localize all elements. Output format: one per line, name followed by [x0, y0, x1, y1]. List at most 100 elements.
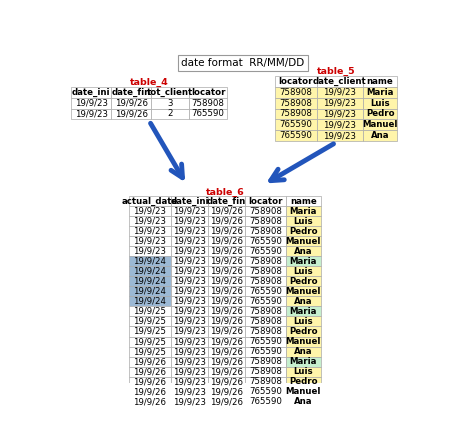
Bar [129, 237, 171, 246]
Bar [285, 256, 321, 267]
Text: 758908: 758908 [249, 357, 282, 366]
Bar [71, 98, 111, 109]
Bar [245, 337, 285, 347]
Text: 19/9/23: 19/9/23 [173, 307, 206, 316]
Bar [285, 356, 321, 366]
Bar [245, 226, 285, 237]
Text: 19/9/24: 19/9/24 [133, 257, 166, 266]
Text: 19/9/23: 19/9/23 [173, 227, 206, 236]
Bar [317, 87, 363, 98]
Text: Manuel: Manuel [286, 287, 321, 296]
Text: date_ini: date_ini [170, 197, 209, 206]
Bar [275, 109, 317, 120]
Text: 19/9/23: 19/9/23 [133, 237, 166, 246]
Bar [245, 276, 285, 286]
Bar [171, 206, 208, 216]
Bar [71, 87, 111, 98]
Text: 19/9/23: 19/9/23 [173, 247, 206, 256]
Bar [129, 206, 171, 216]
Text: 19/9/23: 19/9/23 [173, 217, 206, 226]
Text: 758908: 758908 [279, 88, 312, 97]
Text: 19/9/26: 19/9/26 [210, 297, 243, 306]
Bar [152, 87, 189, 98]
Bar [129, 286, 171, 296]
Bar [275, 98, 317, 109]
Bar [129, 347, 171, 356]
Text: 19/9/26: 19/9/26 [210, 367, 243, 376]
Bar [317, 76, 363, 87]
Text: 765590: 765590 [249, 337, 282, 346]
Text: 19/9/23: 19/9/23 [323, 131, 356, 140]
Text: 19/9/24: 19/9/24 [133, 287, 166, 296]
Text: 19/9/23: 19/9/23 [173, 257, 206, 266]
Bar [208, 206, 245, 216]
Text: 765590: 765590 [249, 347, 282, 356]
Text: actual_date: actual_date [122, 197, 178, 206]
Bar [317, 120, 363, 130]
Text: 19/9/23: 19/9/23 [74, 110, 108, 119]
Bar [152, 109, 189, 120]
Bar [171, 246, 208, 256]
Bar [171, 316, 208, 326]
Bar [129, 366, 171, 377]
Bar [285, 296, 321, 307]
Bar [208, 246, 245, 256]
Bar [129, 246, 171, 256]
Text: 19/9/24: 19/9/24 [133, 277, 166, 286]
Text: 19/9/23: 19/9/23 [133, 207, 166, 216]
Bar [129, 267, 171, 276]
Bar [285, 197, 321, 206]
Bar [171, 387, 208, 396]
Text: 19/9/26: 19/9/26 [210, 387, 243, 396]
Bar [111, 98, 152, 109]
Text: locator: locator [248, 197, 283, 206]
Text: Luis: Luis [293, 267, 313, 276]
Text: 19/9/26: 19/9/26 [133, 367, 166, 376]
Text: 19/9/23: 19/9/23 [173, 297, 206, 306]
Text: 19/9/26: 19/9/26 [210, 227, 243, 236]
Bar [285, 307, 321, 316]
Text: Pedro: Pedro [289, 277, 318, 286]
Text: 19/9/26: 19/9/26 [115, 99, 148, 108]
Text: 758908: 758908 [249, 317, 282, 326]
Text: 19/9/23: 19/9/23 [173, 267, 206, 276]
Bar [129, 377, 171, 387]
Bar [129, 356, 171, 366]
Text: 19/9/23: 19/9/23 [173, 387, 206, 396]
Bar [285, 237, 321, 246]
Bar [208, 276, 245, 286]
Text: Manuel: Manuel [286, 337, 321, 346]
Bar [208, 216, 245, 226]
Text: tot_client: tot_client [147, 88, 193, 97]
Text: 2: 2 [167, 110, 173, 119]
Text: Luis: Luis [370, 99, 390, 108]
Text: 19/9/23: 19/9/23 [323, 110, 356, 119]
Text: Maria: Maria [290, 207, 317, 216]
Bar [208, 337, 245, 347]
Bar [208, 267, 245, 276]
Text: 765590: 765590 [279, 120, 312, 129]
Text: 19/9/24: 19/9/24 [133, 267, 166, 276]
Bar [245, 326, 285, 337]
Bar [285, 347, 321, 356]
Bar [285, 337, 321, 347]
Text: 758908: 758908 [249, 377, 282, 386]
Text: 758908: 758908 [249, 227, 282, 236]
Bar [245, 256, 285, 267]
Bar [171, 267, 208, 276]
Text: 765590: 765590 [249, 237, 282, 246]
Bar [171, 296, 208, 307]
Text: Manuel: Manuel [286, 387, 321, 396]
Bar [208, 326, 245, 337]
Text: 19/9/26: 19/9/26 [210, 237, 243, 246]
Text: Luis: Luis [293, 217, 313, 226]
Text: 19/9/23: 19/9/23 [133, 217, 166, 226]
Text: 19/9/26: 19/9/26 [210, 377, 243, 386]
Text: 19/9/23: 19/9/23 [323, 88, 356, 97]
Bar [317, 98, 363, 109]
Bar [171, 347, 208, 356]
Text: table_4: table_4 [130, 78, 169, 87]
Text: 19/9/23: 19/9/23 [173, 327, 206, 336]
Text: Ana: Ana [294, 347, 313, 356]
Text: 19/9/26: 19/9/26 [210, 287, 243, 296]
